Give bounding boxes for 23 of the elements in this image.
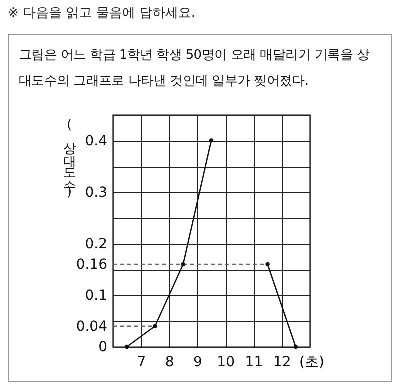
chart-subtitle: 그림은 어느 학급 1학년 학생 50명이 오래 매달리기 기록을 상대도수의 그래프로 나타낸 것인데 일부가 찢어졌다. <box>19 47 371 91</box>
y-tick-label: 0.04 <box>76 318 108 335</box>
y-tick-label: 0.2 <box>85 236 108 252</box>
x-tick-label: 11 <box>245 354 264 370</box>
x-tick-label: 8 <box>165 354 174 370</box>
y-tick-label: 0.3 <box>85 184 108 201</box>
x-tick-label: 7 <box>137 354 146 370</box>
chart-title: ※ 다음을 읽고 물음에 답하세요. <box>8 5 196 22</box>
y-tick-label: 0 <box>98 340 108 356</box>
point <box>209 138 214 143</box>
y-axis-title: (상대도수) <box>61 118 77 200</box>
point <box>294 344 298 350</box>
x-tick-label: 9 <box>193 354 202 370</box>
x-tick-label: 12 <box>273 354 292 370</box>
point <box>181 262 186 267</box>
x-axis-title: (초) <box>300 354 324 370</box>
y-tick-label: 0.1 <box>85 288 108 304</box>
x-tick-label: 10 <box>217 354 235 370</box>
point <box>124 344 130 350</box>
point <box>266 262 270 267</box>
y-tick-label: 0.16 <box>76 257 108 274</box>
y-tick-label: 0.4 <box>85 133 108 150</box>
point <box>153 324 158 328</box>
